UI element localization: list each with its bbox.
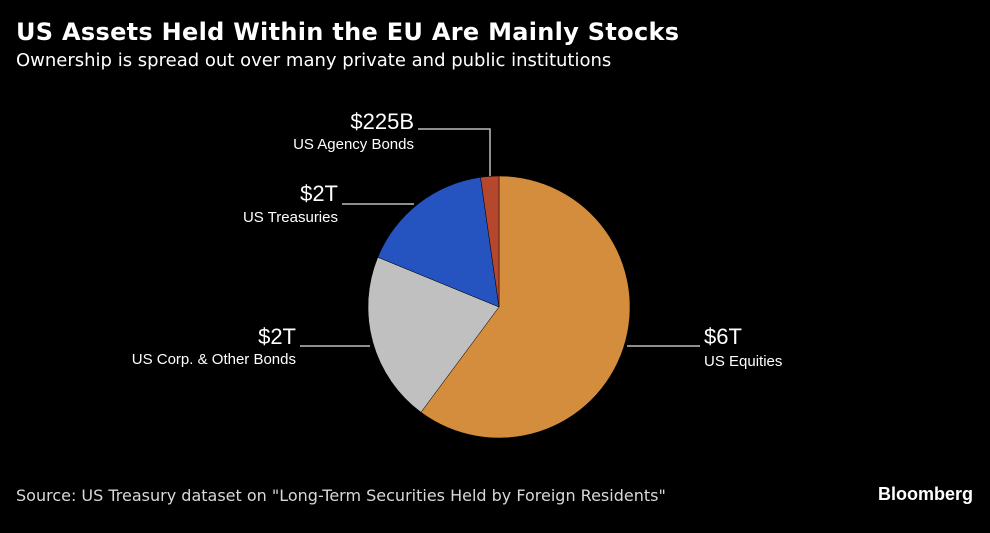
slice-us-equities	[420, 175, 631, 439]
value-label-us-treasuries: $2T	[300, 181, 338, 206]
bloomberg-logo: Bloomberg	[877, 484, 973, 504]
category-label-us-corp-other-bonds: US Corp. & Other Bonds	[132, 351, 296, 368]
category-label-us-treasuries: US Treasuries	[243, 209, 338, 226]
slice-us-treasuries	[377, 177, 500, 308]
value-label-us-corp-other-bonds: $2T	[258, 324, 296, 349]
chart-title: US Assets Held Within the EU Are Mainly …	[16, 18, 680, 46]
value-label-us-equities: $6T	[704, 324, 742, 349]
value-label-us-agency-bonds: $225B	[350, 109, 414, 134]
source-note: Source: US Treasury dataset on "Long-Ter…	[16, 486, 666, 505]
slice-us-agency-bonds	[480, 175, 500, 308]
category-label-us-agency-bonds: US Agency Bonds	[293, 136, 414, 153]
pie-slices	[367, 175, 631, 439]
leader-line-us-agency-bonds	[418, 128, 491, 176]
category-label-us-equities: US Equities	[704, 353, 782, 370]
chart-subtitle: Ownership is spread out over many privat…	[16, 50, 612, 71]
slice-us-corp-other-bonds	[367, 256, 500, 413]
